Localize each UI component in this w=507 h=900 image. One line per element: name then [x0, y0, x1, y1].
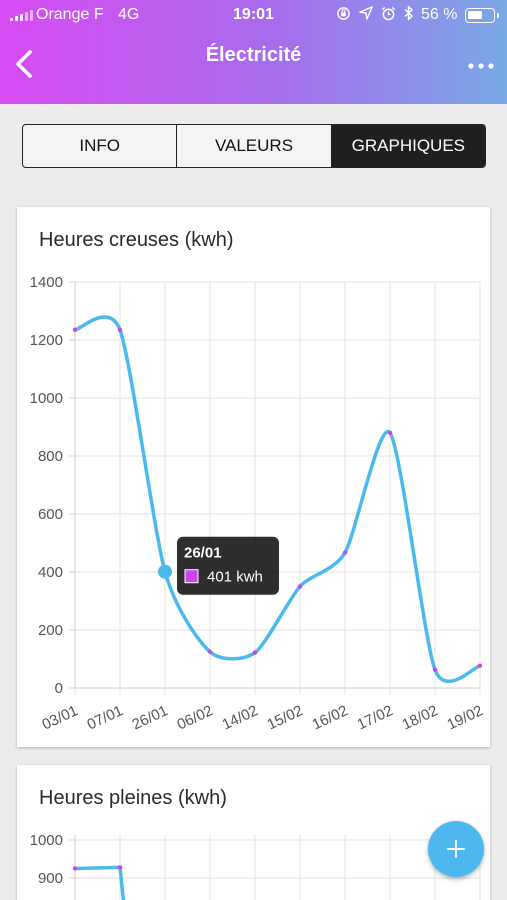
app-header: Orange F 4G 19:01 56 % Électricité	[0, 0, 507, 104]
battery-percentage: 56 %	[421, 6, 458, 23]
y-tick-label: 800	[38, 448, 63, 465]
data-point	[477, 663, 483, 668]
more-horizontal-icon	[468, 63, 494, 69]
tooltip-swatch	[184, 569, 199, 584]
tab-valeurs[interactable]: VALEURS	[176, 125, 330, 167]
signal-strength-icon	[10, 9, 33, 21]
data-point	[387, 430, 393, 435]
chart-tooltip: 26/01 401 kwh	[177, 536, 279, 595]
y-tick-label: 400	[38, 564, 63, 581]
data-point	[297, 584, 303, 589]
more-menu-button[interactable]	[464, 52, 498, 76]
line-chart-heures-pleines[interactable]: 1000 900	[17, 765, 490, 900]
x-tick-label: 06/02	[174, 702, 215, 733]
data-point	[72, 327, 78, 333]
data-point	[342, 550, 348, 555]
series-line	[74, 865, 126, 900]
tab-info[interactable]: INFO	[79, 136, 120, 155]
series-line	[74, 315, 481, 683]
x-tick-label: 07/01	[84, 702, 125, 733]
chart-title: Heures creuses (kwh)	[39, 229, 234, 251]
back-button[interactable]	[8, 44, 42, 84]
location-arrow-icon	[359, 6, 373, 20]
tab-graphiques[interactable]: GRAPHIQUES	[330, 125, 485, 167]
chart-card-heures-pleines: Heures pleines (kwh) 1000 900	[17, 765, 490, 900]
battery-icon	[465, 8, 499, 23]
y-tick-label: 600	[38, 506, 63, 523]
data-point	[72, 866, 78, 871]
y-tick-label: 1000	[30, 832, 63, 849]
chart-title: Heures pleines (kwh)	[39, 787, 227, 809]
x-tick-label: 19/02	[444, 702, 485, 733]
data-point	[117, 865, 123, 870]
x-tick-label: 26/01	[129, 702, 170, 733]
data-point	[432, 667, 438, 672]
y-tick-label: 0	[55, 680, 63, 697]
chart-card-heures-creuses: Heures creuses (kwh) 0 200 400 600 800 1000 12…	[17, 207, 490, 747]
y-tick-label: 200	[38, 622, 63, 639]
tooltip-value: 401 kwh	[207, 569, 263, 586]
y-tick-label: 1200	[30, 332, 63, 349]
network-type: 4G	[118, 6, 140, 23]
y-tick-label: 1400	[30, 274, 63, 291]
tooltip-box	[177, 536, 279, 595]
x-tick-label: 03/01	[39, 702, 80, 733]
status-bar: Orange F 4G 19:01 56 %	[0, 0, 507, 32]
chevron-left-icon	[16, 50, 32, 78]
data-point	[158, 564, 172, 579]
data-point	[252, 650, 258, 655]
status-time: 19:01	[233, 6, 274, 23]
x-tick-label: 15/02	[264, 702, 305, 733]
rotation-lock-icon	[337, 6, 350, 20]
data-point	[117, 327, 123, 333]
carrier-name: Orange F	[36, 6, 104, 23]
data-point	[207, 649, 213, 654]
y-tick-label: 1000	[30, 390, 63, 407]
x-tick-label: 18/02	[399, 702, 440, 733]
bluetooth-icon	[404, 5, 413, 21]
tooltip-title: 26/01	[184, 545, 222, 562]
plus-icon	[447, 840, 465, 858]
x-tick-label: 14/02	[219, 702, 260, 733]
x-tick-label: 16/02	[309, 702, 350, 733]
view-tabs: INFO VALEURS GRAPHIQUES	[22, 124, 486, 168]
add-button[interactable]	[428, 821, 484, 877]
alarm-icon	[381, 6, 396, 20]
x-tick-label: 17/02	[354, 702, 395, 733]
page-title: Électricité	[205, 44, 302, 66]
y-tick-label: 900	[38, 870, 63, 887]
